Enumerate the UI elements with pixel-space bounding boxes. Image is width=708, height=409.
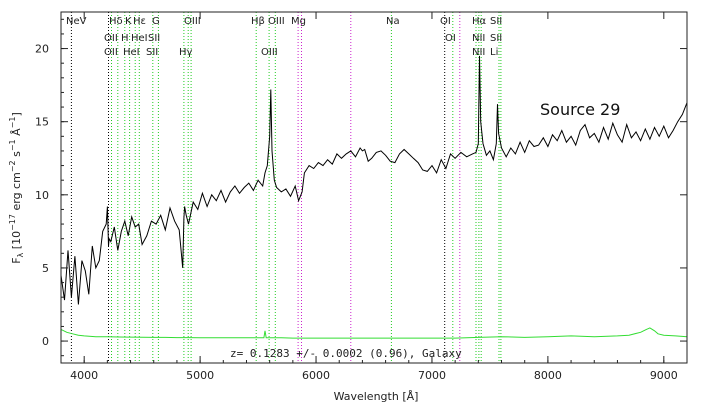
x-tick-label: 6000 bbox=[302, 369, 330, 382]
spectral-line-label: OI bbox=[440, 16, 451, 27]
spectral-line-label: H bbox=[121, 33, 129, 44]
spectral-line-label: HeI bbox=[123, 47, 140, 58]
y-tick-label: 10 bbox=[35, 189, 49, 202]
redshift-annotation: z= 0.1283 +/- 0.0002 (0.96), Galaxy bbox=[230, 347, 462, 360]
x-axis-ticks: 4000 5000 6000 7000 8000 9000 bbox=[60, 12, 688, 382]
spectral-line-label: OIII bbox=[261, 47, 278, 58]
spectral-line-label: NII bbox=[472, 47, 485, 58]
spectral-line-label: Li bbox=[490, 47, 498, 58]
error-line bbox=[60, 327, 688, 339]
spectral-line-label: NII bbox=[472, 33, 485, 44]
spectral-line-label: Hε bbox=[133, 16, 146, 27]
spectral-line-label: K bbox=[125, 16, 132, 27]
spectral-line-label: OII bbox=[104, 33, 118, 44]
spectral-line-label: Mg bbox=[291, 16, 306, 27]
spectral-line-label: HeI bbox=[131, 33, 148, 44]
spectral-line-label: Na bbox=[386, 16, 400, 27]
x-axis-title: Wavelength [Å] bbox=[334, 390, 419, 403]
y-axis-ticks: 0 5 10 15 20 bbox=[35, 18, 687, 357]
spectral-line-label: OIII bbox=[184, 16, 201, 27]
spectral-line-label: SII bbox=[490, 33, 502, 44]
spectral-line-label: Hγ bbox=[179, 47, 193, 58]
plot-frame bbox=[60, 11, 688, 364]
flux-line bbox=[60, 55, 688, 305]
spectral-line-label: G bbox=[152, 16, 160, 27]
x-tick-label: 7000 bbox=[418, 369, 446, 382]
y-tick-label: 20 bbox=[35, 43, 49, 56]
y-tick-label: 0 bbox=[42, 335, 49, 348]
spectral-line-label: Hα bbox=[472, 16, 487, 27]
y-tick-label: 5 bbox=[42, 262, 49, 275]
x-tick-label: 4000 bbox=[70, 369, 98, 382]
spectral-line-label: OIII bbox=[268, 16, 285, 27]
spectral-line-label: Hβ bbox=[251, 16, 265, 27]
spectral-line-label: SII bbox=[148, 33, 160, 44]
x-tick-label: 8000 bbox=[534, 369, 562, 382]
source-label: Source 29 bbox=[540, 100, 620, 119]
spectral-line-label: OII bbox=[104, 47, 118, 58]
flux-spectrum bbox=[60, 55, 688, 305]
y-axis-title: Fλ [10−17 erg cm−2 s−1 Å−1] bbox=[8, 112, 25, 264]
x-tick-label: 5000 bbox=[186, 369, 214, 382]
error-spectrum bbox=[60, 327, 688, 339]
spectral-line-label: SII bbox=[490, 16, 502, 27]
spectral-line-label: OI bbox=[445, 33, 456, 44]
spectral-line-label: SII bbox=[146, 47, 158, 58]
spectral-line-label: NeV bbox=[66, 16, 87, 27]
spectral-line-label: Hδ bbox=[109, 16, 123, 27]
y-tick-label: 15 bbox=[35, 116, 49, 129]
x-tick-label: 9000 bbox=[650, 369, 678, 382]
